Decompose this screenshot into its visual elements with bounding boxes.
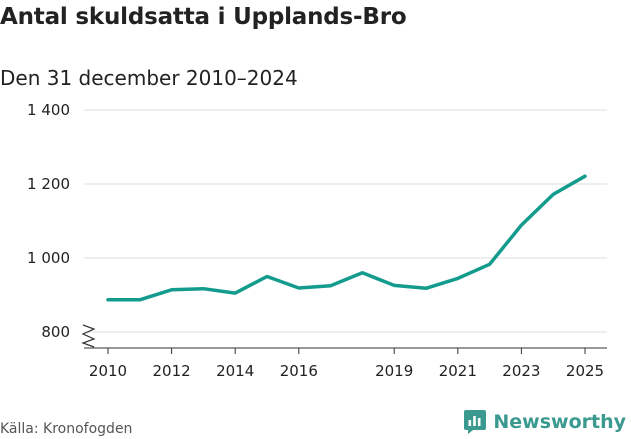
x-tick-label: 2021 (439, 362, 477, 380)
y-tick-label: 1 400 (27, 101, 70, 119)
newsworthy-icon (464, 410, 487, 434)
chart-subtitle: Den 31 december 2010–2024 (0, 66, 298, 90)
x-axis (81, 324, 607, 354)
grid-lines (84, 109, 607, 333)
y-tick-label: 800 (41, 323, 70, 341)
y-tick-label: 1 200 (27, 175, 70, 193)
x-tick-label: 2010 (89, 362, 127, 380)
y-axis-labels: 800 1 000 1 200 1 400 (27, 101, 70, 341)
x-tick-label: 2012 (153, 362, 191, 380)
x-tick-label: 2023 (502, 362, 540, 380)
series-line (106, 174, 587, 302)
x-tick-label: 2016 (280, 362, 318, 380)
brand-name: Newsworthy (493, 411, 626, 433)
brand-logo: Newsworthy (463, 409, 626, 435)
x-tick-label: 2025 (566, 362, 604, 380)
x-tick-label: 2019 (375, 362, 413, 380)
chart-title: Antal skuldsatta i Upplands-Bro (0, 4, 407, 30)
x-tick-label: 2014 (216, 362, 254, 380)
axis-break-icon (81, 324, 96, 348)
x-axis-labels: 2010 2012 2014 2016 2019 2021 2023 2025 (89, 362, 604, 380)
series-layer (106, 174, 587, 302)
source-note: Källa: Kronofogden (0, 421, 133, 437)
y-tick-label: 1 000 (27, 249, 70, 267)
